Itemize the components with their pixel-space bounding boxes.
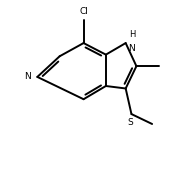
- Text: H: H: [129, 30, 135, 39]
- Text: Cl: Cl: [79, 7, 88, 16]
- Text: S: S: [128, 118, 134, 127]
- Text: N: N: [128, 44, 135, 53]
- Text: N: N: [24, 72, 31, 81]
